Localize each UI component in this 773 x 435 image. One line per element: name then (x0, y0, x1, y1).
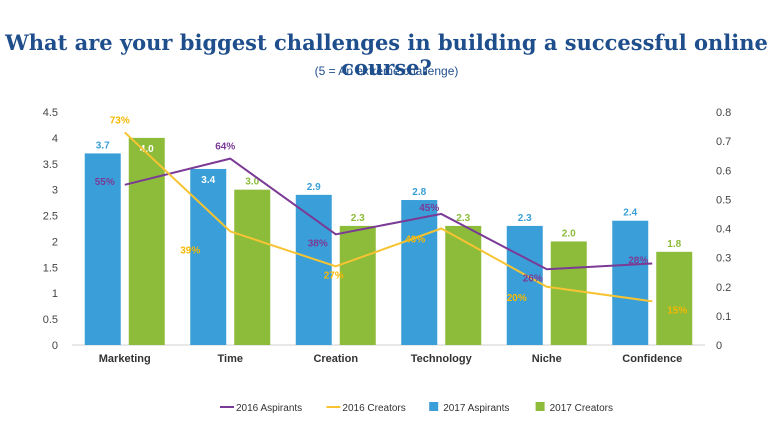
line-series (124, 131, 653, 303)
bar (445, 225, 482, 345)
left-axis-tick-label: 0 (52, 340, 58, 352)
line-data-label: 45% (419, 203, 439, 214)
legend-label: 2016 Aspirants (236, 403, 302, 414)
right-axis-tick-label: 0.5 (716, 194, 731, 206)
left-axis-tick-label: 4 (52, 133, 58, 145)
left-axis-tick-label: 2.5 (43, 211, 58, 223)
bar-data-label: 4.0 (140, 144, 154, 155)
bar-data-label: 2.4 (623, 208, 637, 219)
bar (190, 168, 227, 345)
right-axis-tick-label: 0.8 (716, 107, 731, 119)
bar-data-label: 1.8 (667, 239, 681, 250)
bar (234, 189, 271, 345)
bar-data-label: 3.7 (96, 140, 110, 151)
left-axis-tick-label: 1 (52, 288, 58, 300)
bar-data-label: 3.0 (245, 177, 259, 188)
right-axis-tick-label: 0.3 (716, 253, 731, 265)
right-axis-tick-label: 0.2 (716, 282, 731, 294)
bar-data-label: 2.3 (456, 213, 470, 224)
line-data-label: 26% (523, 273, 543, 284)
left-axis-tick-label: 4.5 (43, 107, 58, 119)
left-axis-tick-label: 1.5 (43, 262, 58, 274)
bar (506, 225, 543, 345)
category-label: Technology (411, 353, 473, 365)
category-label: Marketing (99, 353, 151, 365)
bar (550, 241, 587, 345)
left-axis-tick-label: 2 (52, 236, 58, 248)
line-data-label: 28% (628, 255, 648, 266)
right-axis-tick-label: 0.6 (716, 165, 731, 177)
bar-data-label: 2.0 (562, 228, 576, 239)
legend-swatch (535, 402, 545, 411)
bar (612, 220, 649, 345)
line-data-label: 20% (507, 293, 527, 304)
line-data-label: 15% (667, 305, 687, 316)
left-axis-tick-label: 0.5 (43, 314, 58, 326)
bar-data-label: 3.4 (201, 175, 215, 186)
bar (295, 194, 332, 345)
legend-label: 2016 Creators (342, 403, 405, 414)
bar (128, 137, 165, 345)
right-axis-tick-label: 0.7 (716, 136, 731, 148)
line-data-label: 55% (95, 177, 115, 188)
chart-title: What are your biggest challenges in buil… (5, 30, 768, 80)
legend-swatch (429, 402, 439, 411)
bar (401, 200, 438, 345)
line-data-label: 64% (215, 142, 235, 153)
right-axis-tick-label: 0.1 (716, 311, 731, 323)
category-label: Creation (313, 353, 358, 365)
line-data-label: 38% (308, 238, 328, 249)
category-label: Confidence (622, 353, 682, 365)
bar (84, 153, 121, 345)
line-data-label: 27% (324, 270, 344, 281)
bar (656, 251, 693, 345)
left-axis-tick-label: 3.5 (43, 159, 58, 171)
left-axis-tick-label: 3 (52, 185, 58, 197)
chart-subtitle: (5 = An extreme challenge) (314, 64, 459, 78)
bar-data-label: 2.3 (518, 213, 532, 224)
line-data-label: 40% (405, 235, 425, 246)
legend-label: 2017 Creators (550, 403, 613, 414)
right-axis-tick-label: 0 (716, 340, 722, 352)
bar-data-label: 2.9 (307, 182, 321, 193)
legend-label: 2017 Aspirants (443, 403, 509, 414)
line-data-label: 73% (110, 115, 130, 126)
bar (339, 225, 376, 345)
category-label: Time (218, 353, 243, 365)
category-label: Niche (532, 353, 562, 365)
line-series (124, 157, 653, 271)
bar-data-label: 2.8 (412, 187, 426, 198)
right-axis-tick-label: 0.4 (716, 224, 731, 236)
line-data-label: 39% (180, 245, 200, 256)
bar-data-label: 2.3 (351, 213, 365, 224)
